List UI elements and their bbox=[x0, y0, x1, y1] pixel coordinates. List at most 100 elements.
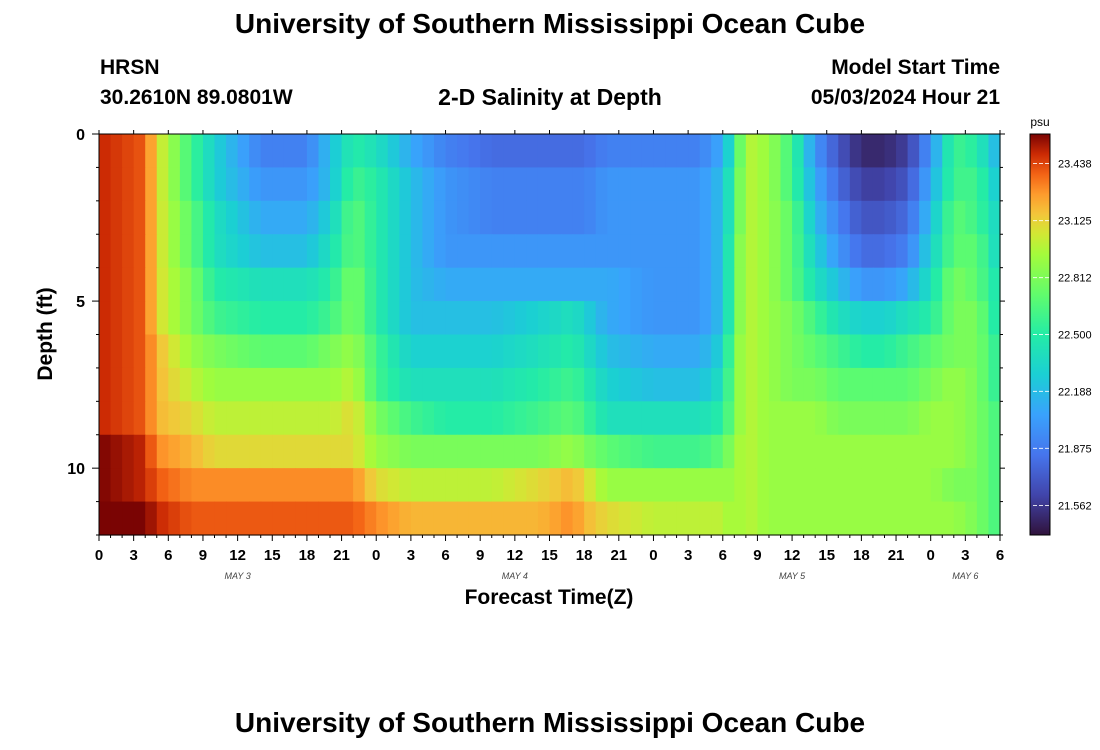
heatmap-cell bbox=[653, 167, 666, 202]
heatmap-cell bbox=[907, 434, 920, 469]
heatmap-cell bbox=[768, 434, 782, 469]
heatmap-cell bbox=[260, 401, 273, 436]
heatmap-cell bbox=[618, 301, 631, 336]
heatmap-cell bbox=[364, 301, 377, 336]
heatmap-cell bbox=[283, 234, 296, 269]
heatmap-cell bbox=[526, 367, 539, 402]
heatmap-cell bbox=[202, 501, 216, 536]
heatmap-cell bbox=[457, 301, 470, 336]
heatmap-cell bbox=[99, 167, 112, 202]
heatmap-cell bbox=[584, 267, 597, 302]
heatmap-cell bbox=[387, 334, 400, 369]
heatmap-cell bbox=[561, 301, 574, 336]
heatmap-cell bbox=[815, 267, 828, 302]
x-tick-label: 3 bbox=[961, 547, 969, 564]
heatmap-cell bbox=[595, 234, 608, 269]
heatmap-cell bbox=[526, 434, 539, 469]
heatmap-cell bbox=[930, 434, 943, 469]
x-tick-label: 6 bbox=[164, 547, 172, 564]
x-day-label: MAY 3 bbox=[225, 571, 251, 581]
heatmap-cell bbox=[145, 134, 158, 169]
heatmap-cell bbox=[665, 401, 678, 436]
heatmap-cell bbox=[711, 167, 724, 202]
heatmap-cell bbox=[376, 200, 389, 235]
heatmap-cell bbox=[318, 334, 331, 369]
heatmap-cell bbox=[653, 468, 666, 503]
heatmap-cell bbox=[803, 200, 816, 235]
heatmap-cell bbox=[514, 501, 527, 536]
heatmap-cell bbox=[503, 401, 516, 436]
heatmap-cell bbox=[561, 334, 574, 369]
heatmap-cell bbox=[341, 267, 354, 302]
heatmap-cell bbox=[699, 200, 712, 235]
heatmap-cell bbox=[942, 434, 955, 469]
heatmap-cell bbox=[353, 234, 366, 269]
heatmap-cell bbox=[433, 134, 447, 169]
heatmap-cell bbox=[226, 401, 239, 436]
heatmap-cell bbox=[896, 501, 909, 536]
heatmap-cell bbox=[653, 401, 666, 436]
heatmap-cell bbox=[849, 434, 862, 469]
heatmap-cell bbox=[283, 301, 296, 336]
heatmap-cell bbox=[953, 468, 966, 503]
heatmap-cell bbox=[399, 301, 412, 336]
heatmap-cell bbox=[387, 200, 400, 235]
heatmap-cell bbox=[757, 267, 770, 302]
heatmap-cell bbox=[422, 167, 435, 202]
colorbar-tick-label: 21.562 bbox=[1058, 500, 1092, 512]
heatmap-cell bbox=[445, 401, 458, 436]
heatmap-cell bbox=[341, 501, 354, 536]
heatmap-cell bbox=[792, 367, 805, 402]
heatmap-cell bbox=[445, 501, 458, 536]
heatmap-cell bbox=[468, 267, 481, 302]
heatmap-cell bbox=[572, 468, 585, 503]
heatmap-cell bbox=[919, 334, 932, 369]
heatmap-cell bbox=[595, 334, 608, 369]
heatmap-cell bbox=[480, 267, 493, 302]
heatmap-cell bbox=[503, 367, 516, 402]
heatmap-cell bbox=[318, 401, 331, 436]
heatmap-cell bbox=[330, 234, 343, 269]
heatmap-cell bbox=[607, 367, 620, 402]
heatmap-cell bbox=[226, 301, 239, 336]
heatmap-cell bbox=[537, 234, 551, 269]
heatmap-cell bbox=[734, 134, 747, 169]
heatmap-cell bbox=[272, 468, 285, 503]
heatmap-cell bbox=[711, 234, 724, 269]
heatmap-cell bbox=[422, 468, 435, 503]
heatmap-cell bbox=[179, 501, 193, 536]
heatmap-cell bbox=[861, 334, 874, 369]
heatmap-cell bbox=[480, 501, 493, 536]
heatmap-cell bbox=[226, 267, 239, 302]
heatmap-cell bbox=[953, 401, 966, 436]
heatmap-cell bbox=[953, 234, 966, 269]
heatmap-cell bbox=[514, 367, 527, 402]
heatmap-cell bbox=[526, 401, 539, 436]
heatmap-cell bbox=[676, 401, 689, 436]
heatmap-cell bbox=[237, 468, 250, 503]
heatmap-cell bbox=[306, 267, 320, 302]
heatmap-cell bbox=[526, 501, 539, 536]
heatmap-cell bbox=[410, 301, 424, 336]
heatmap-cell bbox=[907, 200, 920, 235]
heatmap-cell bbox=[122, 234, 135, 269]
heatmap-cell bbox=[711, 301, 724, 336]
heatmap-cell bbox=[676, 367, 689, 402]
heatmap-cell bbox=[688, 234, 701, 269]
heatmap-cell bbox=[768, 401, 782, 436]
heatmap-cell bbox=[537, 334, 551, 369]
heatmap-cell bbox=[699, 434, 712, 469]
heatmap-cell bbox=[537, 401, 551, 436]
x-day-label: MAY 6 bbox=[952, 571, 978, 581]
heatmap-cell bbox=[653, 334, 666, 369]
heatmap-cell bbox=[341, 301, 354, 336]
heatmap-cell bbox=[572, 501, 585, 536]
x-tick-label: 0 bbox=[372, 547, 380, 564]
heatmap-cell bbox=[156, 301, 169, 336]
heatmap-cell bbox=[191, 501, 204, 536]
heatmap-cell bbox=[826, 234, 839, 269]
heatmap-cell bbox=[122, 301, 135, 336]
heatmap-cell bbox=[711, 468, 724, 503]
heatmap-cell bbox=[249, 301, 262, 336]
heatmap-cell bbox=[849, 200, 862, 235]
